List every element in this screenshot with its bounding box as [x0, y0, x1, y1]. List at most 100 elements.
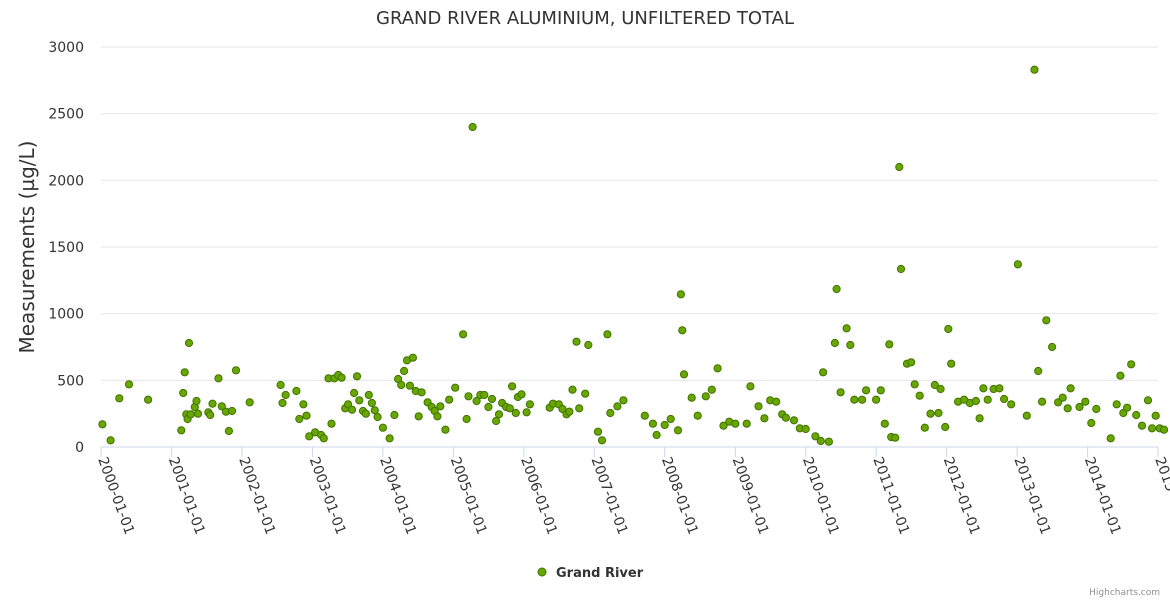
data-point[interactable]: [687, 393, 696, 402]
data-point[interactable]: [517, 390, 526, 399]
data-point[interactable]: [581, 389, 590, 398]
data-point[interactable]: [350, 388, 359, 398]
data-point[interactable]: [983, 395, 992, 404]
data-point[interactable]: [603, 330, 612, 339]
data-point[interactable]: [1030, 65, 1039, 74]
data-point[interactable]: [648, 419, 658, 428]
data-point[interactable]: [1022, 411, 1031, 420]
data-point[interactable]: [281, 390, 290, 400]
data-point[interactable]: [824, 437, 834, 446]
data-point[interactable]: [1058, 393, 1067, 402]
data-point[interactable]: [299, 400, 308, 409]
data-point[interactable]: [934, 408, 943, 418]
data-point[interactable]: [772, 397, 781, 406]
data-point[interactable]: [487, 394, 497, 404]
data-point[interactable]: [373, 412, 382, 422]
data-point[interactable]: [660, 420, 669, 430]
data-point[interactable]: [484, 402, 493, 412]
data-point[interactable]: [719, 421, 728, 430]
data-point[interactable]: [370, 406, 379, 415]
data-point[interactable]: [208, 399, 217, 408]
data-point[interactable]: [693, 411, 702, 420]
data-point[interactable]: [565, 407, 574, 416]
data-point[interactable]: [355, 396, 364, 405]
data-point[interactable]: [184, 338, 194, 348]
data-point[interactable]: [676, 290, 686, 299]
data-point[interactable]: [568, 385, 577, 394]
data-point[interactable]: [231, 366, 241, 375]
data-point[interactable]: [276, 380, 285, 390]
data-point[interactable]: [1013, 260, 1023, 269]
data-point[interactable]: [679, 370, 689, 379]
data-point[interactable]: [364, 390, 373, 400]
data-point[interactable]: [666, 414, 675, 424]
data-point[interactable]: [819, 368, 828, 377]
data-point[interactable]: [451, 383, 460, 392]
data-point[interactable]: [344, 400, 353, 409]
data-point[interactable]: [673, 426, 683, 435]
data-point[interactable]: [347, 405, 357, 414]
data-point[interactable]: [192, 396, 201, 406]
data-point[interactable]: [193, 409, 203, 418]
data-point[interactable]: [245, 398, 254, 407]
data-point[interactable]: [227, 406, 237, 416]
data-point[interactable]: [742, 419, 751, 428]
data-point[interactable]: [1034, 366, 1043, 376]
data-point[interactable]: [525, 400, 535, 409]
data-point[interactable]: [971, 396, 981, 406]
data-point[interactable]: [186, 410, 195, 419]
data-point[interactable]: [862, 386, 871, 395]
data-point[interactable]: [1075, 402, 1084, 412]
data-point[interactable]: [707, 385, 716, 394]
data-point[interactable]: [459, 330, 468, 339]
data-point[interactable]: [652, 430, 661, 440]
data-point[interactable]: [492, 416, 501, 426]
data-point[interactable]: [995, 384, 1004, 393]
data-point[interactable]: [327, 419, 336, 428]
data-point[interactable]: [408, 353, 417, 362]
data-point[interactable]: [400, 366, 409, 376]
data-point[interactable]: [1151, 411, 1160, 420]
data-point[interactable]: [910, 380, 919, 389]
data-point[interactable]: [1116, 371, 1125, 380]
data-point[interactable]: [746, 382, 755, 391]
data-point[interactable]: [1137, 421, 1147, 430]
data-point[interactable]: [511, 408, 520, 418]
data-point[interactable]: [1066, 384, 1075, 393]
data-point[interactable]: [494, 410, 504, 419]
data-point[interactable]: [144, 395, 153, 404]
data-point[interactable]: [1087, 418, 1096, 428]
data-point[interactable]: [472, 396, 481, 406]
data-point[interactable]: [846, 340, 855, 350]
data-point[interactable]: [936, 384, 945, 394]
data-point[interactable]: [678, 326, 687, 335]
data-point[interactable]: [575, 404, 584, 413]
data-point[interactable]: [417, 388, 426, 397]
data-point[interactable]: [180, 368, 189, 377]
data-point[interactable]: [98, 420, 107, 429]
data-point[interactable]: [1159, 425, 1169, 434]
data-point[interactable]: [619, 396, 628, 405]
data-point[interactable]: [801, 424, 810, 434]
data-point[interactable]: [789, 416, 799, 425]
data-point[interactable]: [926, 409, 935, 418]
data-point[interactable]: [1123, 403, 1132, 412]
data-point[interactable]: [302, 411, 311, 420]
data-point[interactable]: [907, 358, 916, 367]
data-point[interactable]: [390, 410, 399, 420]
data-point[interactable]: [947, 359, 956, 368]
data-point[interactable]: [584, 340, 593, 350]
data-point[interactable]: [397, 380, 406, 390]
data-point[interactable]: [941, 422, 950, 432]
data-point[interactable]: [850, 395, 859, 404]
data-point[interactable]: [760, 414, 769, 423]
data-point[interactable]: [414, 412, 423, 421]
data-point[interactable]: [179, 388, 188, 398]
data-point[interactable]: [975, 414, 984, 423]
data-point[interactable]: [224, 426, 233, 436]
data-point[interactable]: [441, 425, 450, 434]
data-point[interactable]: [915, 391, 924, 400]
data-point[interactable]: [1143, 396, 1153, 405]
data-point[interactable]: [177, 426, 186, 435]
data-point[interactable]: [1147, 424, 1157, 433]
